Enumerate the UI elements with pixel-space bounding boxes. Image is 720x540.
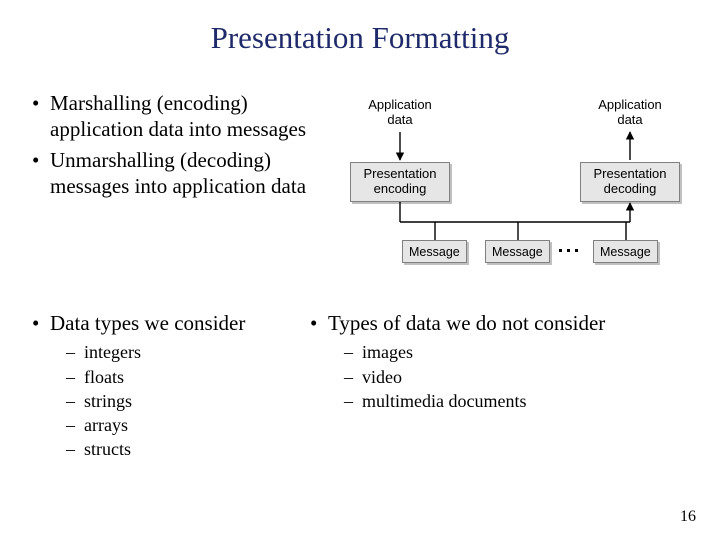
- lower-right-col: Types of data we do not consider images …: [306, 310, 692, 462]
- diagram: Application data Application data Presen…: [320, 90, 680, 290]
- upper-left-col: Marshalling (encoding) application data …: [28, 90, 308, 290]
- dash-item: strings: [54, 389, 288, 413]
- bullet-item: Types of data we do not consider: [306, 310, 692, 336]
- bullet-item: Marshalling (encoding) application data …: [28, 90, 308, 143]
- page-title: Presentation Formatting: [0, 0, 720, 56]
- lower-left-col: Data types we consider integers floats s…: [28, 310, 288, 462]
- bullets-top: Marshalling (encoding) application data …: [28, 90, 308, 199]
- lower-content: Data types we consider integers floats s…: [28, 310, 692, 462]
- page-number: 16: [680, 508, 696, 526]
- dash-item: integers: [54, 340, 288, 364]
- bullet-item: Unmarshalling (decoding) messages into a…: [28, 147, 308, 200]
- upper-content: Marshalling (encoding) application data …: [28, 90, 692, 290]
- dash-item: arrays: [54, 413, 288, 437]
- dash-item: floats: [54, 365, 288, 389]
- dash-item: structs: [54, 437, 288, 461]
- upper-right-col: Application data Application data Presen…: [320, 90, 692, 290]
- dash-item: video: [332, 365, 692, 389]
- dash-item: multimedia documents: [332, 389, 692, 413]
- bullet-item: Data types we consider: [28, 310, 288, 336]
- slide: Presentation Formatting Marshalling (enc…: [0, 0, 720, 540]
- diagram-wires: [320, 90, 680, 290]
- dash-item: images: [332, 340, 692, 364]
